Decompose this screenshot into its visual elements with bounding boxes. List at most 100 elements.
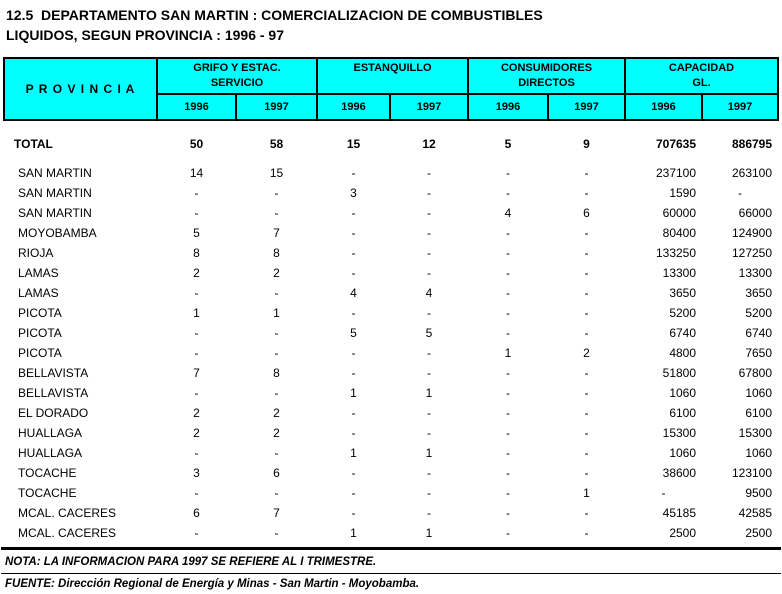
value-cell: - <box>194 526 199 540</box>
value-cell: - <box>427 226 431 240</box>
value-cell: 15300 <box>662 426 697 440</box>
table-row: MCAL. CACERES 6 7 - - - - 45185 42585 <box>4 503 778 523</box>
value-cell: 1060 <box>745 386 773 400</box>
value-cell: 13300 <box>738 266 773 280</box>
value-cell: 45185 <box>662 506 697 520</box>
column-header-year: 1996 <box>467 93 550 121</box>
value-cell: 7 <box>273 506 280 520</box>
value-cell: - <box>194 286 199 300</box>
value-cell: - <box>351 266 356 280</box>
value-cell: - <box>194 486 199 500</box>
value-cell: - <box>506 186 511 200</box>
column-header-provincia: P R O V I N C I A <box>3 57 158 121</box>
value-cell: - <box>351 426 356 440</box>
province-label: PICOTA <box>18 346 62 360</box>
value-cell: 1 <box>425 446 433 460</box>
value-cell: 67800 <box>738 366 773 380</box>
value-cell: - <box>506 246 511 260</box>
value-cell: - <box>506 266 511 280</box>
value-cell: - <box>584 526 589 540</box>
title-line-1: 12.5 DEPARTAMENTO SAN MARTIN : COMERCIAL… <box>6 7 543 23</box>
group-label-line1: GRIFO Y ESTAC. <box>193 62 281 74</box>
value-cell: 127250 <box>731 246 773 260</box>
value-cell: 1590 <box>669 186 697 200</box>
value-cell: 1 <box>350 386 357 400</box>
value-cell: - <box>584 406 589 420</box>
value-cell: - <box>506 386 511 400</box>
province-label: TOTAL <box>14 136 53 151</box>
province-label: LAMAS <box>18 266 59 280</box>
value-cell: 2 <box>193 406 200 420</box>
table-row: SAN MARTIN - - - - 4 6 60000 66000 <box>4 203 778 223</box>
value-cell: 3650 <box>745 286 773 300</box>
province-label: HUALLAGA <box>18 426 83 440</box>
group-label-line1: CAPACIDAD <box>668 62 735 74</box>
province-label: RIOJA <box>18 246 54 260</box>
province-label: TOCACHE <box>18 466 77 480</box>
value-cell: - <box>351 166 356 180</box>
value-cell: - <box>194 206 199 220</box>
value-cell: - <box>584 266 589 280</box>
value-cell: 14 <box>189 166 204 180</box>
province-label: HUALLAGA <box>18 446 83 460</box>
spacer-cell <box>4 154 778 163</box>
value-cell: 5 <box>504 136 512 151</box>
value-cell: - <box>506 446 511 460</box>
value-cell: - <box>506 406 511 420</box>
value-cell: 886795 <box>731 136 773 151</box>
value-cell: - <box>584 386 589 400</box>
value-cell: 80400 <box>662 226 697 240</box>
value-cell: - <box>506 366 511 380</box>
table-row: PICOTA - - - - 1 2 4800 7650 <box>4 343 778 363</box>
value-cell: - <box>351 246 356 260</box>
value-cell: 1060 <box>669 386 697 400</box>
province-label: EL DORADO <box>18 406 89 420</box>
column-group-header: GRIFO Y ESTAC. SERVICIO <box>156 57 318 95</box>
value-cell: 7 <box>273 226 280 240</box>
province-label: MCAL. CACERES <box>18 506 117 520</box>
province-label: BELLAVISTA <box>18 366 89 380</box>
value-cell: - <box>506 326 511 340</box>
province-label: BELLAVISTA <box>18 386 89 400</box>
header-year-row: 1996 1997 1996 1997 1996 1997 1996 1997 <box>4 93 780 121</box>
value-cell: 2 <box>273 406 280 420</box>
value-cell: - <box>427 346 431 360</box>
value-cell: - <box>427 266 431 280</box>
table-header: P R O V I N C I A GRIFO Y ESTAC. SERVICIO E… <box>3 57 780 121</box>
table-row: EL DORADO 2 2 - - - - 6100 6100 <box>4 403 778 423</box>
value-cell: - <box>584 286 589 300</box>
value-cell: 4 <box>350 286 357 300</box>
value-cell: - <box>584 506 589 520</box>
value-cell: - <box>351 466 356 480</box>
value-cell: 9500 <box>745 486 773 500</box>
fuel-sales-table: P R O V I N C I A GRIFO Y ESTAC. SERVICIO E… <box>3 57 780 543</box>
value-cell: 4 <box>504 206 512 220</box>
table-row: MOYOBAMBA 5 7 - - - - 80400 124900 <box>4 223 778 243</box>
value-cell: - <box>351 406 356 420</box>
header-group-row: P R O V I N C I A GRIFO Y ESTAC. SERVICIO E… <box>3 57 780 121</box>
footer-note: NOTA: LA INFORMACION PARA 1997 SE REFIER… <box>5 556 377 568</box>
table-row: LAMAS - - 4 4 - - 3650 3650 <box>4 283 778 303</box>
value-cell: 1 <box>193 306 200 320</box>
value-cell: 12 <box>422 136 436 151</box>
column-header-year: 1996 <box>156 93 237 121</box>
value-cell: - <box>274 446 279 460</box>
value-cell: - <box>274 526 279 540</box>
column-header-year: 1996 <box>624 93 704 121</box>
value-cell: - <box>274 386 279 400</box>
value-cell: - <box>584 166 589 180</box>
value-cell: 58 <box>269 136 284 151</box>
value-cell: - <box>274 206 279 220</box>
value-cell: - <box>274 326 279 340</box>
value-cell: - <box>506 306 511 320</box>
value-cell: 2500 <box>745 526 773 540</box>
value-cell: 2 <box>193 426 200 440</box>
province-label: LAMAS <box>18 286 59 300</box>
footer-source: FUENTE: Dirección Regional de Energía y … <box>5 578 420 590</box>
value-cell: 1060 <box>745 446 773 460</box>
value-cell: 6 <box>273 466 280 480</box>
value-cell: 1 <box>273 306 280 320</box>
value-cell: - <box>274 346 279 360</box>
table-row: BELLAVISTA - - 1 1 - - 1060 1060 <box>4 383 778 403</box>
value-cell: - <box>427 406 431 420</box>
